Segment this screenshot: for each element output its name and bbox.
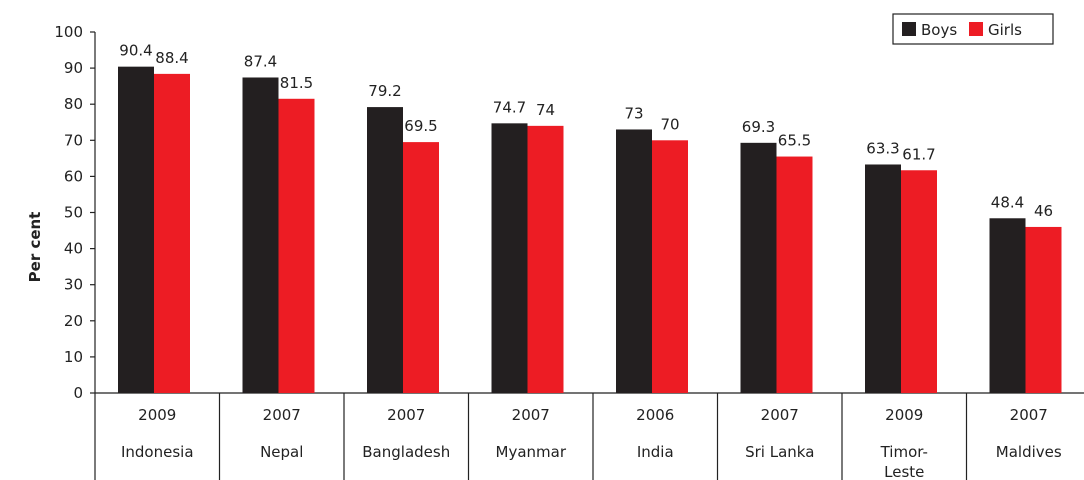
y-tick-label: 80 — [64, 95, 83, 113]
y-tick-label: 70 — [64, 131, 83, 149]
bar-girls — [776, 156, 813, 393]
data-label-girls: 65.5 — [778, 132, 811, 150]
category-country-label: India — [637, 443, 674, 461]
category-country-label: Nepal — [260, 443, 303, 461]
bar-boys — [118, 66, 154, 393]
legend: Boys Girls — [892, 13, 1054, 45]
labels-layer: 2009 Indonesia 90.4 88.4 2007 Nepal 87.481.5 20… — [119, 42, 1062, 480]
data-label-girls: 74 — [536, 101, 555, 119]
bar-boys — [989, 218, 1026, 393]
y-tick-label: 100 — [54, 23, 83, 41]
category-year-label: 2007 — [1010, 406, 1048, 424]
category-year-label: 2006 — [636, 406, 674, 424]
data-label-girls: 46 — [1034, 202, 1053, 220]
category-country-label: Sri Lanka — [745, 443, 814, 461]
category-year-label: 2009 — [138, 406, 176, 424]
data-label-boys: 90.4 — [119, 42, 152, 60]
bar-girls — [278, 98, 315, 393]
category-year-label: 2007 — [387, 406, 425, 424]
category-year-label: 2007 — [512, 406, 550, 424]
bar-girls — [154, 73, 190, 393]
data-label-boys: 48.4 — [991, 193, 1024, 211]
y-tick-label: 30 — [64, 276, 83, 294]
data-label-girls: 88.4 — [155, 49, 188, 67]
legend-label-boys: Boys — [921, 21, 957, 39]
bar-girls — [403, 142, 439, 393]
y-tick-label: 60 — [64, 167, 83, 185]
bar-girls — [1025, 226, 1062, 393]
data-label-boys: 69.3 — [742, 118, 775, 136]
data-label-girls: 81.5 — [280, 74, 313, 92]
data-label-boys: 74.7 — [493, 98, 526, 116]
data-label-boys: 63.3 — [866, 139, 899, 157]
category-year-label: 2007 — [761, 406, 799, 424]
y-tick-label: 20 — [64, 312, 83, 330]
category-year-label: 2007 — [263, 406, 301, 424]
bar-boys — [491, 123, 528, 393]
category-country-label: Maldives — [996, 443, 1062, 461]
data-label-girls: 70 — [660, 115, 679, 133]
category-country-label: Myanmar — [496, 443, 567, 461]
y-tick-label: 0 — [73, 384, 83, 402]
y-axis-label: Per cent — [26, 212, 44, 283]
bar-boys — [865, 164, 901, 393]
legend-swatch-boys — [902, 22, 916, 36]
data-label-boys: 87.4 — [244, 52, 277, 70]
bar-girls — [652, 140, 688, 393]
bar-boys — [616, 129, 652, 393]
category-country-label: Indonesia — [121, 443, 194, 461]
bar-girls — [527, 125, 564, 394]
category-country-label: Timor- — [880, 443, 928, 461]
category-country-label: Leste — [884, 463, 924, 480]
data-label-girls: 69.5 — [404, 117, 437, 135]
bar-girls — [901, 170, 937, 393]
data-label-boys: 79.2 — [368, 82, 401, 100]
y-tick-label: 90 — [64, 59, 83, 77]
y-tick-label: 10 — [64, 348, 83, 366]
y-tick-label: 50 — [64, 204, 83, 222]
legend-label-girls: Girls — [988, 21, 1022, 39]
legend-swatch-girls — [969, 22, 983, 36]
y-tick-label: 40 — [64, 240, 83, 258]
bars-layer — [118, 66, 1062, 394]
bar-boys — [242, 77, 279, 394]
bar-boys — [367, 107, 403, 393]
bar-boys — [740, 142, 777, 393]
data-label-girls: 61.7 — [902, 145, 935, 163]
axis-layer: 0 10 20 30 40 50 60 70 80 90 100 — [54, 23, 1084, 480]
category-country-label: Bangladesh — [362, 443, 450, 461]
data-label-boys: 73 — [624, 104, 643, 122]
category-year-label: 2009 — [885, 406, 923, 424]
